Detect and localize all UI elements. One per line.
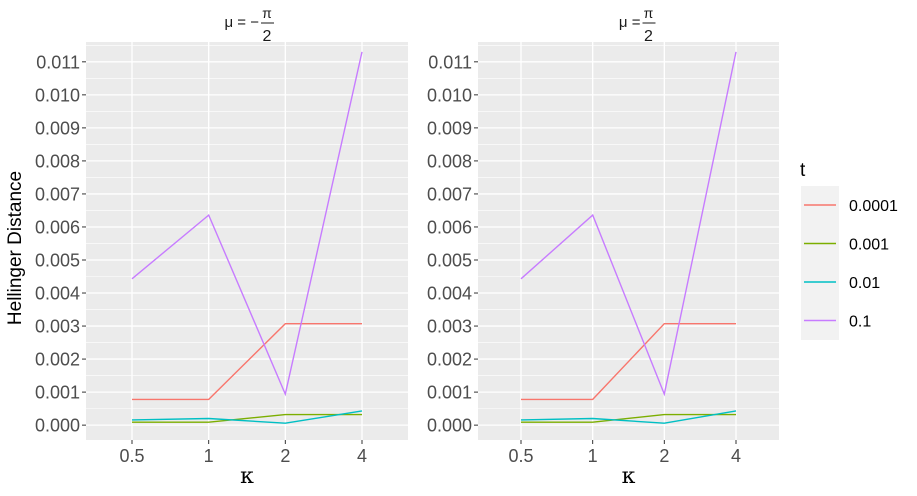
legend-label: 0.01 [849, 275, 880, 292]
y-tick-label: 0.000 [35, 416, 80, 436]
y-tick-label: 0.004 [427, 284, 472, 304]
facet-title: μ = −π 2 [225, 5, 274, 45]
y-tick-label: 0.001 [35, 383, 80, 403]
series-line-t-0.1 [520, 51, 737, 397]
x-tick-label: 4 [731, 446, 741, 466]
x-axis-label: κ [622, 464, 636, 489]
series-line-t-0.01 [520, 410, 737, 424]
y-tick-label: 0.003 [427, 317, 472, 337]
series-line-t-0.0001 [521, 323, 736, 401]
facet-title-prefix: μ = [619, 14, 641, 31]
legend-key-background [801, 186, 839, 340]
x-tick-label: 2 [280, 446, 290, 466]
series-line-t-0.0001 [132, 323, 362, 401]
series-line-t-0.001 [132, 413, 362, 423]
series-line-t-0.001 [521, 413, 736, 423]
y-tick-label: 0.009 [35, 118, 80, 138]
y-tick-label: 0.008 [35, 151, 80, 171]
legend-label: 0.0001 [849, 198, 898, 215]
x-tick-label: 1 [204, 446, 214, 466]
legend-label: 0.1 [849, 314, 871, 331]
y-tick-label: 0.004 [35, 284, 80, 304]
y-axis-label: Hellinger Distance [5, 171, 26, 325]
series-line-t-0.01 [131, 410, 363, 424]
x-tick-label: 4 [357, 446, 367, 466]
x-axis-label: κ [240, 464, 254, 489]
y-tick-label: 0.002 [427, 350, 472, 370]
y-tick-label: 0.011 [36, 52, 80, 72]
y-tick-label: 0.003 [35, 317, 80, 337]
facet-title-denominator: 2 [263, 28, 272, 45]
x-tick-label: 1 [588, 446, 598, 466]
y-tick-label: 0.007 [35, 184, 80, 204]
x-tick-label: 2 [659, 446, 669, 466]
y-tick-label: 0.005 [427, 250, 472, 270]
y-tick-label: 0.008 [427, 151, 472, 171]
panel-background [478, 42, 779, 440]
y-tick-label: 0.010 [35, 85, 80, 105]
facet-title-prefix: μ = − [225, 14, 260, 31]
facet-panel-1: 0.000 0.001 0.002 0.003 0.004 0.005 0.006 0.007… [35, 5, 408, 489]
y-tick-label: 0.001 [427, 383, 472, 403]
x-tick-label: 0.5 [119, 446, 144, 466]
y-tick-label: 0.007 [427, 184, 472, 204]
legend-title: t [800, 160, 806, 181]
panel-background [86, 42, 408, 440]
y-tick-label: 0.009 [427, 118, 472, 138]
facet-title-denominator: 2 [644, 28, 653, 45]
facet-title-numerator: π [262, 5, 272, 21]
y-tick-label: 0.010 [427, 85, 472, 105]
facet-panel-2: 0.000 0.001 0.002 0.003 0.004 0.005 0.006 0.007… [427, 5, 779, 489]
y-tick-label: 0.011 [428, 52, 472, 72]
y-tick-label: 0.000 [427, 416, 472, 436]
x-tick-label: 0.5 [508, 446, 533, 466]
legend-label: 0.001 [849, 237, 889, 254]
y-tick-label: 0.002 [35, 350, 80, 370]
y-tick-label: 0.006 [35, 217, 80, 237]
y-tick-label: 0.005 [35, 250, 80, 270]
facet-title: μ = π 2 [619, 5, 656, 45]
legend: t 0.0001 0.001 0.01 0.1 [800, 160, 898, 340]
facet-title-numerator: π [644, 5, 654, 21]
series-line-t-0.1 [131, 51, 363, 397]
y-tick-label: 0.006 [427, 217, 472, 237]
